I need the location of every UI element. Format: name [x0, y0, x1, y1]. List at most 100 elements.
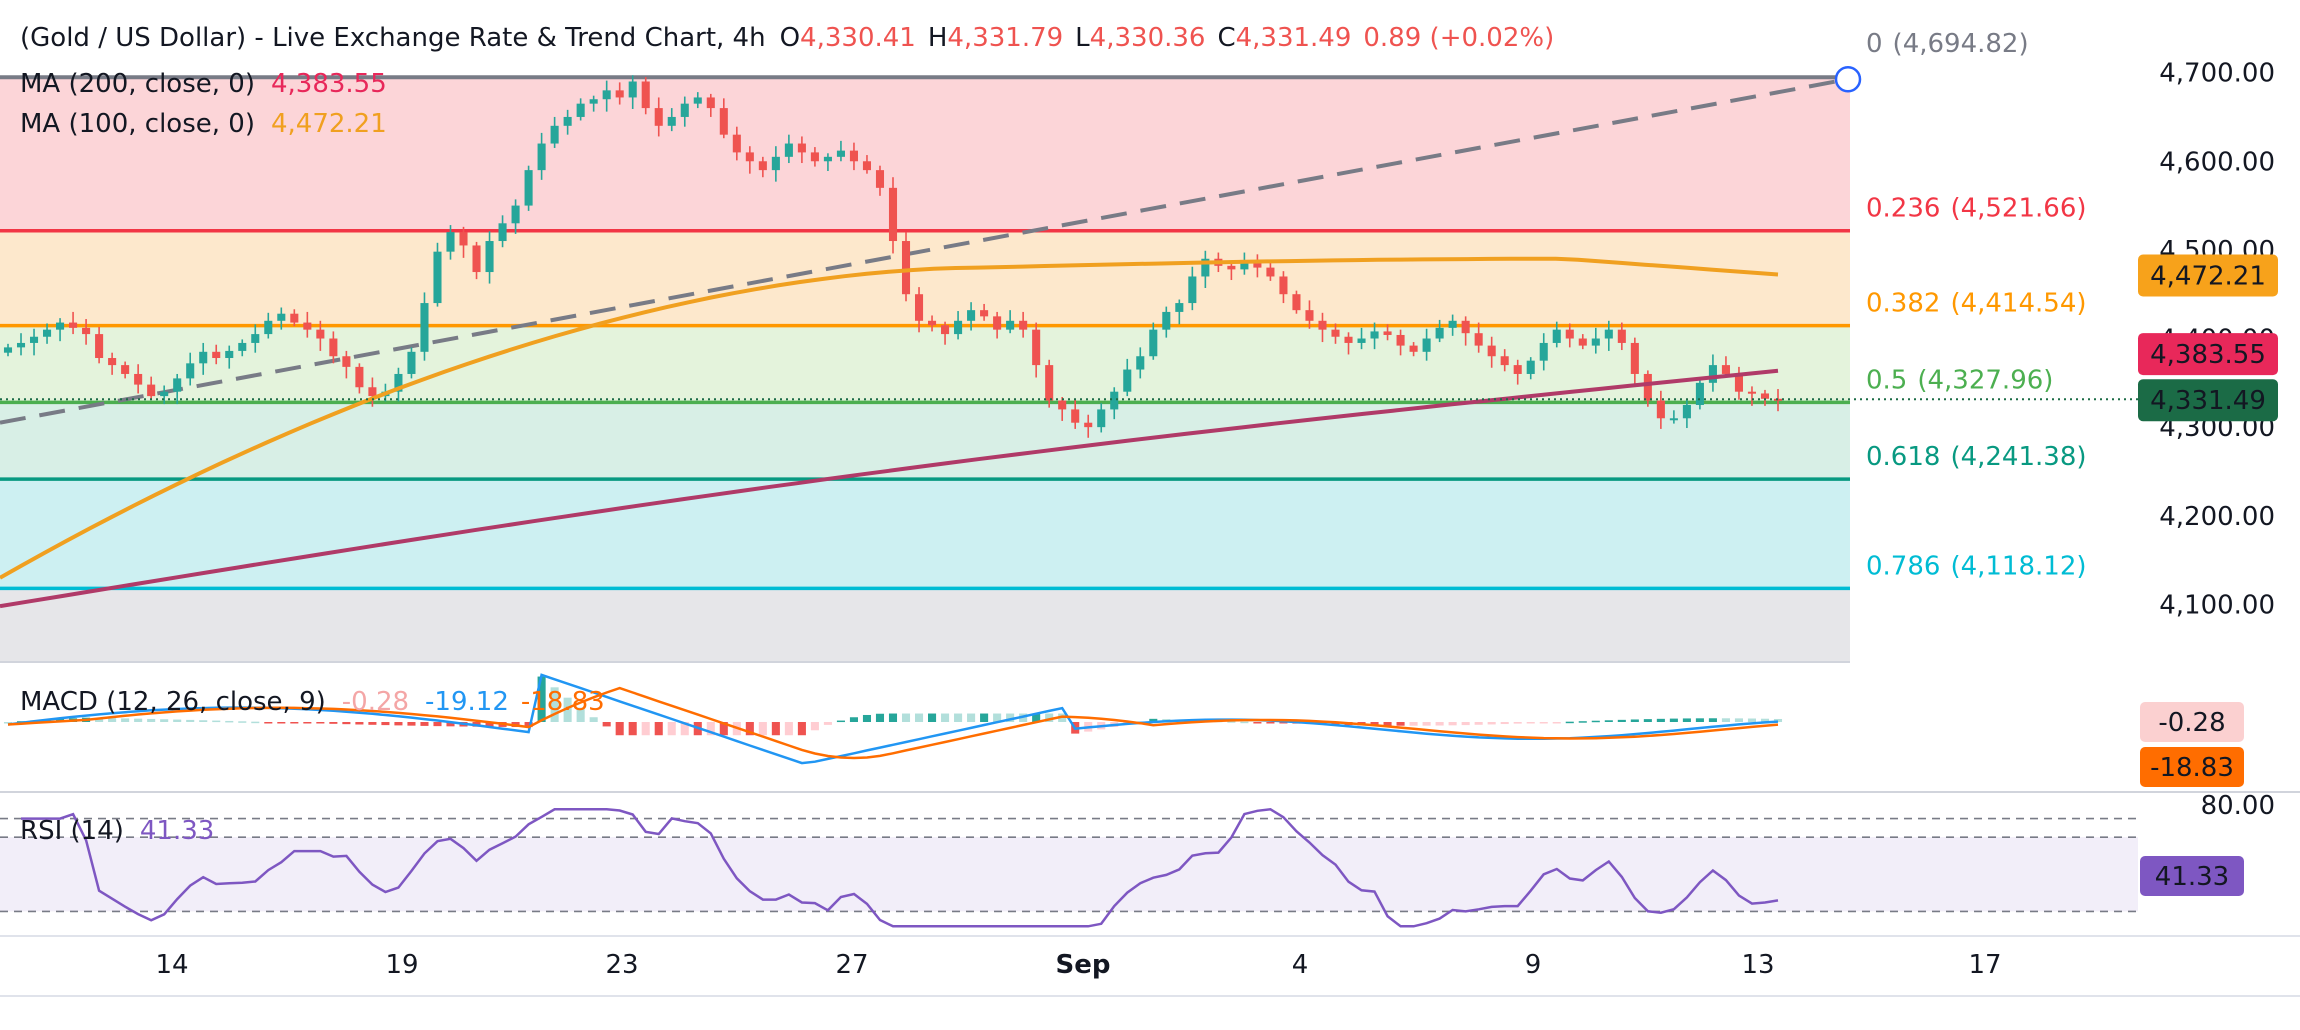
macd-bar-107	[1396, 722, 1405, 726]
macd-bar-114	[1487, 722, 1496, 725]
candle-120	[1565, 329, 1574, 339]
trend-line[interactable]	[0, 77, 1849, 425]
macd-bar-94	[1227, 721, 1236, 723]
candle-55	[719, 108, 728, 135]
candle-6	[82, 327, 91, 335]
candle-80	[1045, 365, 1054, 401]
candle-63	[823, 156, 832, 162]
candle-116	[1513, 365, 1522, 374]
macd-bar-16	[212, 720, 221, 723]
candle-45	[589, 99, 598, 104]
candle-7	[95, 334, 104, 359]
candle-67	[875, 170, 885, 188]
ma100-legend-value: 4,472.21	[271, 109, 387, 139]
macd-bar-66	[862, 714, 872, 722]
candle-15	[199, 351, 208, 364]
macd-bar-133	[1734, 718, 1743, 722]
macd-bar-124	[1617, 719, 1626, 722]
candle-101	[1318, 320, 1327, 330]
candle-33	[433, 251, 442, 304]
price-badge-1	[2138, 333, 2278, 376]
macd-bar-115	[1500, 722, 1509, 725]
candle-95	[1240, 263, 1249, 270]
candle-97	[1266, 267, 1275, 277]
macd-bar-70	[914, 713, 924, 722]
candle-99	[1292, 294, 1301, 311]
macd-bar-52	[680, 722, 689, 736]
candle-128	[1669, 418, 1678, 421]
macd-bar-44	[576, 707, 585, 722]
macd-legend[interactable]: MACD (12, 26, close, 9) -0.28 -19.12 -18.83	[20, 687, 605, 717]
macd-bar-121	[1578, 721, 1587, 723]
candle-24	[316, 329, 325, 339]
candlestick-series	[3, 75, 1783, 438]
header-line: (Gold / US Dollar) - Live Exchange Rate …	[20, 23, 1554, 53]
rsi-badge	[2140, 856, 2244, 896]
macd-bar-130	[1695, 718, 1704, 722]
macd-bar-125	[1630, 719, 1639, 722]
macd-bar-28	[368, 722, 377, 725]
ma200-legend[interactable]: MA (200, close, 0) 4,383.55	[20, 69, 387, 99]
macd-bar-60	[784, 722, 793, 736]
macd-bar-47	[615, 722, 624, 736]
macd-bar-116	[1513, 722, 1522, 724]
macd-bar-63	[823, 722, 832, 725]
fib-price-0.786: (4,118.12)	[1950, 551, 2086, 581]
candle-19	[251, 334, 260, 343]
candle-53	[693, 97, 702, 104]
rsi-legend-label: RSI (14)	[20, 816, 124, 846]
macd-bar-7	[95, 717, 104, 722]
candle-115	[1500, 356, 1509, 366]
macd-bar-118	[1539, 722, 1548, 724]
candle-110	[1435, 327, 1444, 339]
macd-bar-49	[641, 722, 650, 736]
trend-line-handle[interactable]	[1834, 65, 1862, 93]
open-value: 4,330.41	[800, 23, 916, 53]
macd-signal-line	[7, 686, 1779, 760]
candle-28	[368, 387, 377, 397]
macd-bar-32	[420, 722, 429, 726]
candle-59	[771, 156, 780, 171]
candle-111	[1448, 320, 1457, 328]
candle-0	[3, 347, 13, 353]
macd-bar-23	[303, 722, 312, 724]
candle-119	[1552, 329, 1561, 343]
rsi-legend[interactable]: RSI (14) 41.33	[20, 816, 214, 846]
macd-bar-42	[550, 687, 559, 722]
macd-bar-48	[628, 722, 637, 736]
price-badge-2	[2138, 379, 2278, 422]
candle-72	[941, 325, 950, 335]
candle-16	[212, 351, 221, 359]
candle-100	[1305, 310, 1314, 321]
candle-71	[928, 320, 937, 326]
ma100-legend[interactable]: MA (100, close, 0) 4,472.21	[20, 109, 387, 139]
macd-bar-62	[810, 722, 819, 731]
candle-106	[1383, 331, 1392, 335]
time-axis[interactable]: 14 19 23 27 Sep 4 9 13 17	[155, 950, 2001, 980]
macd-bar-10	[134, 718, 143, 722]
macd-bar-69	[901, 713, 911, 722]
candle-123	[1604, 329, 1613, 339]
macd-bar-20	[264, 722, 273, 724]
ma100-line[interactable]	[0, 256, 1779, 580]
candle-44	[576, 103, 585, 117]
macd-bar-0	[3, 722, 13, 724]
open-label: O	[780, 23, 800, 53]
candle-54	[706, 97, 715, 109]
candle-57	[745, 152, 754, 162]
candle-134	[1747, 391, 1757, 394]
candle-96	[1253, 263, 1262, 268]
macd-bar-43	[563, 697, 572, 722]
macd-bar-61	[797, 722, 806, 736]
macd-hist-badge-text: -0.28	[2158, 708, 2225, 738]
macd-bar-50	[654, 722, 663, 736]
macd-hist-value: -0.28	[342, 687, 409, 717]
candle-31	[407, 351, 416, 374]
candle-86	[1123, 369, 1132, 392]
macd-bar-9	[121, 718, 130, 722]
candle-36	[472, 245, 481, 273]
macd-bar-24	[316, 722, 325, 724]
macd-bar-132	[1721, 718, 1730, 722]
ma200-line[interactable]	[0, 368, 1779, 609]
